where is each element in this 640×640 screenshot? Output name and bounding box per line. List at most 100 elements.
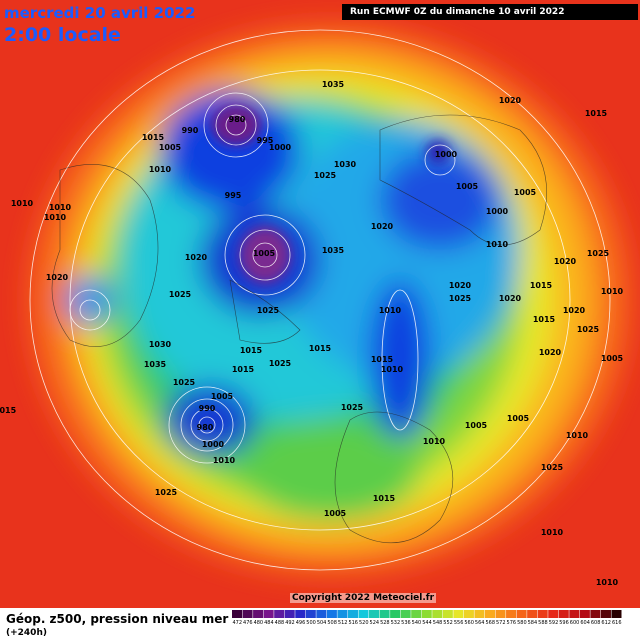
pressure-label: 980 (229, 115, 246, 124)
scale-swatch (506, 610, 517, 618)
scale-swatch (463, 610, 474, 618)
scale-label: 504 (317, 620, 327, 626)
scale-label: 600 (570, 620, 580, 626)
scale-label: 564 (475, 620, 485, 626)
scale-label: 488 (275, 620, 285, 626)
pressure-label: 1005 (514, 188, 537, 197)
scale-swatch (411, 610, 422, 618)
scale-label: 536 (401, 620, 411, 626)
pressure-label: 1005 (159, 143, 182, 152)
pressure-label: 1005 (601, 354, 624, 363)
scale-label: 540 (412, 620, 422, 626)
scale-label: 560 (464, 620, 474, 626)
scale-swatch (453, 610, 464, 618)
scale-label: 580 (517, 620, 527, 626)
run-info: Run ECMWF 0Z du dimanche 10 avril 2022 (342, 4, 638, 20)
scale-swatch (548, 610, 559, 618)
scale-swatch (484, 610, 496, 618)
scale-label: 480 (254, 620, 264, 626)
pressure-label: 1015 (371, 355, 394, 364)
scale-swatch (421, 610, 432, 618)
pressure-label: 1010 (213, 456, 236, 465)
scale-swatch (579, 610, 590, 618)
scale-swatch (242, 610, 253, 618)
pressure-label: 1010 (49, 203, 72, 212)
pressure-label: 995 (225, 191, 242, 200)
scale-swatch (316, 610, 327, 618)
pressure-label: 1010 (423, 437, 446, 446)
scale-swatch (337, 610, 348, 618)
pressure-label: 1005 (324, 509, 347, 518)
pressure-label: 1000 (486, 207, 509, 216)
pressure-label: 1030 (149, 340, 172, 349)
scale-label: 524 (370, 620, 380, 626)
lead-time: (+240h) (6, 628, 47, 638)
scale-label: 544 (422, 620, 432, 626)
scale-swatch (442, 610, 453, 618)
pressure-label: 1015 (309, 344, 332, 353)
scale-swatch (263, 610, 274, 618)
pressure-label: 1015 (142, 133, 165, 142)
scale-label: 616 (612, 620, 622, 626)
scale-label: 496 (296, 620, 306, 626)
scale-swatch (305, 610, 316, 618)
scale-label: 520 (359, 620, 369, 626)
pressure-label: 1010 (44, 213, 67, 222)
scale-swatch (347, 610, 358, 618)
pressure-label: 1020 (371, 222, 394, 231)
scale-label: 552 (443, 620, 453, 626)
scale-swatch (516, 610, 527, 618)
scale-swatch (390, 610, 401, 618)
pressure-label: 1000 (202, 440, 225, 449)
scale-label: 604 (580, 620, 590, 626)
scale-swatch (369, 610, 380, 618)
scale-label: 500 (306, 620, 316, 626)
pressure-label: 1010 (486, 240, 509, 249)
pressure-label: 1020 (185, 253, 208, 262)
pressure-label: 1025 (341, 403, 364, 412)
scale-swatch (274, 610, 285, 618)
scale-swatch (537, 610, 548, 618)
pressure-label: 1005 (456, 182, 479, 191)
scale-swatch (400, 610, 411, 618)
pressure-label: 1025 (257, 306, 280, 315)
scale-swatch (569, 610, 580, 618)
scale-label: 532 (391, 620, 401, 626)
pressure-label: 1025 (314, 171, 337, 180)
pressure-label: 1030 (334, 160, 357, 169)
scale-swatch (326, 610, 337, 618)
scale-label: 556 (454, 620, 464, 626)
date: mercredi 20 avril 2022 (4, 4, 196, 22)
pressure-label: 1000 (435, 150, 458, 159)
pressure-label: 1025 (269, 359, 292, 368)
pressure-label: 1020 (499, 294, 522, 303)
pressure-label: 1015 (585, 109, 608, 118)
pressure-label: 1025 (155, 488, 178, 497)
scale-label: 508 (327, 620, 337, 626)
low-cores (211, 105, 450, 283)
pressure-label: 1025 (577, 325, 600, 334)
pressure-label: 1035 (322, 80, 345, 89)
pressure-label: 1010 (149, 165, 172, 174)
footer: Géop. z500, pression niveau mer (+240h) … (0, 608, 640, 640)
pressure-label: 1025 (449, 294, 472, 303)
scale-label: 528 (380, 620, 390, 626)
pressure-label: 1020 (563, 306, 586, 315)
pressure-label: 980 (197, 423, 214, 432)
scale-label: 608 (591, 620, 601, 626)
pressure-label: 1020 (539, 348, 562, 357)
scale-swatch (558, 610, 569, 618)
scale-label: 576 (507, 620, 517, 626)
isobars (29, 29, 611, 571)
scale-label: 596 (559, 620, 569, 626)
pressure-label: 1020 (46, 273, 69, 282)
pressure-label: 1005 (211, 392, 234, 401)
pressure-label: 1015 (232, 365, 255, 374)
scale-swatch (495, 610, 506, 618)
scale-label: 584 (528, 620, 538, 626)
pressure-label: 1025 (173, 378, 196, 387)
scale-swatch (284, 610, 295, 618)
copyright: Copyright 2022 Meteociel.fr (290, 593, 437, 603)
